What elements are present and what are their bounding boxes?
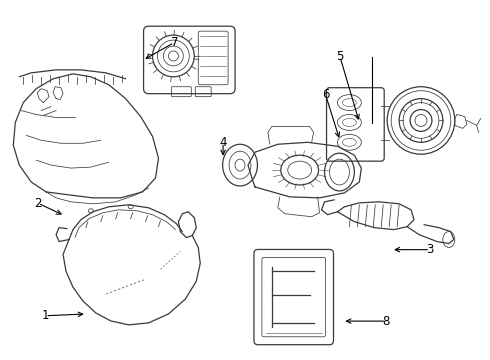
Text: 8: 8 — [383, 315, 390, 328]
Text: 3: 3 — [426, 243, 434, 256]
Text: 6: 6 — [321, 88, 329, 101]
Text: 5: 5 — [336, 50, 343, 63]
Text: 7: 7 — [171, 36, 178, 49]
Text: 1: 1 — [42, 309, 49, 322]
Text: 2: 2 — [34, 197, 42, 210]
Text: 4: 4 — [220, 136, 227, 149]
